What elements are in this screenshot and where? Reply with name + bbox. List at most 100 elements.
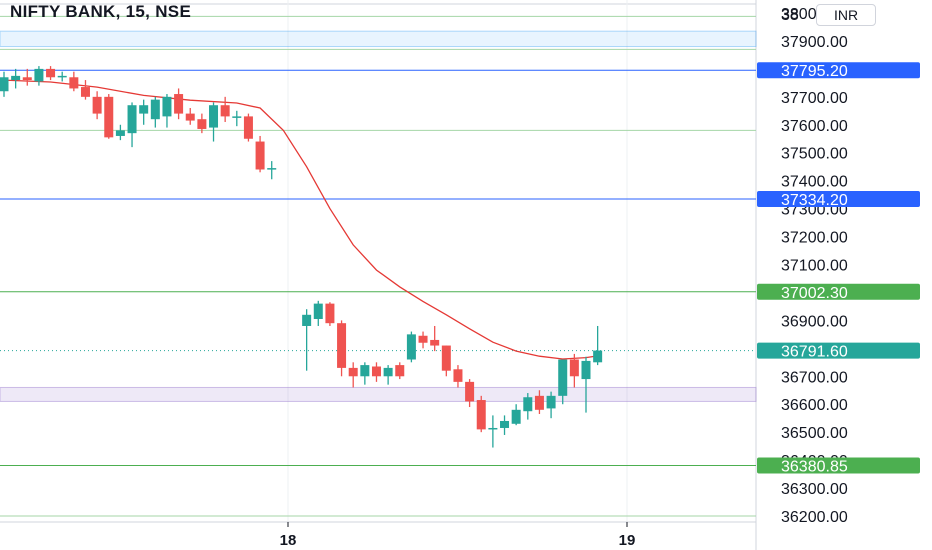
price-tag-box — [757, 62, 920, 79]
candle-body — [430, 339, 440, 346]
price-tag-label: 37002.30 — [781, 285, 848, 302]
candle-up — [511, 404, 521, 426]
candle-down — [22, 68, 32, 86]
candle-body — [69, 77, 79, 89]
time-axis[interactable]: 18 19 — [280, 522, 636, 549]
candle-body — [255, 141, 265, 170]
candle-down — [476, 395, 486, 433]
candle-down — [418, 331, 428, 349]
candle-down — [80, 80, 90, 100]
price-tick-label: 36600.00 — [781, 397, 848, 414]
candles — [0, 66, 603, 448]
price-tick-label: 38 — [781, 7, 799, 24]
candle-down — [371, 362, 381, 382]
candle-up — [383, 365, 393, 385]
candle-body — [395, 365, 405, 377]
candle-up — [162, 94, 172, 128]
price-tick-label: 36700.00 — [781, 369, 848, 386]
candle-down — [325, 302, 335, 326]
candle-body — [453, 369, 463, 382]
candle-up — [127, 102, 137, 148]
candle-body — [150, 99, 160, 120]
candle-body — [127, 105, 137, 134]
candle-up — [406, 331, 416, 363]
price-tags: 37795.20 37334.20 37002.30 36791.60 36380.85 — [757, 62, 920, 475]
candle-body — [313, 303, 323, 319]
candle-down — [69, 71, 79, 92]
candle-body — [57, 75, 67, 78]
candle-body — [558, 359, 568, 396]
candle-up — [523, 393, 533, 420]
candle-down — [174, 88, 184, 120]
candle-down — [337, 320, 347, 377]
candle-down — [569, 353, 579, 388]
price-tick-label: 36500.00 — [781, 425, 848, 442]
price-tick-label: 36200.00 — [781, 509, 848, 526]
chart-background — [0, 0, 757, 550]
candle-down — [453, 365, 463, 388]
candle-body — [115, 130, 125, 136]
candle-body — [593, 350, 603, 363]
candle-body — [185, 113, 195, 121]
candle-up — [115, 124, 125, 141]
candle-up — [139, 99, 149, 125]
candle-body — [267, 168, 277, 170]
candle-body — [325, 303, 335, 324]
candle-up — [11, 68, 21, 89]
candle-down — [441, 345, 451, 377]
candle-body — [360, 365, 370, 377]
price-axis[interactable]: 3838000.0037900.0037800.0037700.0037600.… — [781, 6, 848, 526]
candle-down — [197, 113, 207, 134]
candle-down — [395, 362, 405, 380]
price-tag-label: 37795.20 — [781, 63, 848, 80]
candle-up — [488, 415, 498, 448]
plot-area — [0, 0, 756, 522]
candle-up — [232, 110, 242, 127]
candle-body — [337, 323, 347, 368]
candle-body — [104, 96, 114, 138]
candle-up — [581, 356, 591, 413]
candle-body — [174, 94, 184, 114]
candle-down — [92, 91, 102, 120]
candle-body — [465, 381, 475, 402]
price-tick-label: 37400.00 — [781, 174, 848, 191]
candle-body — [534, 395, 544, 410]
time-tick-label: 18 — [280, 532, 297, 549]
candle-up — [57, 71, 67, 82]
price-tick-label: 36900.00 — [781, 313, 848, 330]
price-tag-green: 36380.85 — [757, 457, 920, 475]
currency-button[interactable]: INR — [816, 4, 876, 26]
price-tick-label: 37600.00 — [781, 118, 848, 135]
price-tag-last: 36791.60 — [757, 342, 920, 361]
candle-down — [430, 325, 440, 352]
candle-body — [406, 334, 416, 360]
candle-body — [46, 68, 56, 78]
candle-body — [34, 68, 44, 82]
candle-down — [243, 113, 253, 142]
candle-body — [523, 397, 533, 412]
candle-body — [11, 75, 21, 81]
candle-up — [313, 300, 323, 326]
candle-down — [534, 390, 544, 415]
candle-body — [302, 314, 312, 326]
price-tag-label: 37334.20 — [781, 192, 848, 209]
chart-title: NIFTY BANK, 15, NSE — [10, 2, 192, 21]
candle-body — [232, 116, 242, 118]
price-tag-label: 36791.60 — [781, 344, 848, 361]
candle-body — [383, 367, 393, 377]
candle-body — [162, 96, 172, 117]
candle-up — [546, 391, 556, 419]
candle-body — [581, 360, 591, 380]
price-tag-box — [757, 283, 920, 300]
candle-body — [139, 105, 149, 114]
candle-body — [209, 105, 219, 128]
candle-down — [348, 362, 358, 388]
candle-down — [255, 135, 265, 173]
candle-up — [0, 71, 9, 97]
time-tick-label: 19 — [619, 532, 636, 549]
candle-body — [418, 335, 428, 343]
candle-up — [150, 96, 160, 128]
candle-body — [92, 96, 102, 114]
candle-body — [488, 427, 498, 430]
